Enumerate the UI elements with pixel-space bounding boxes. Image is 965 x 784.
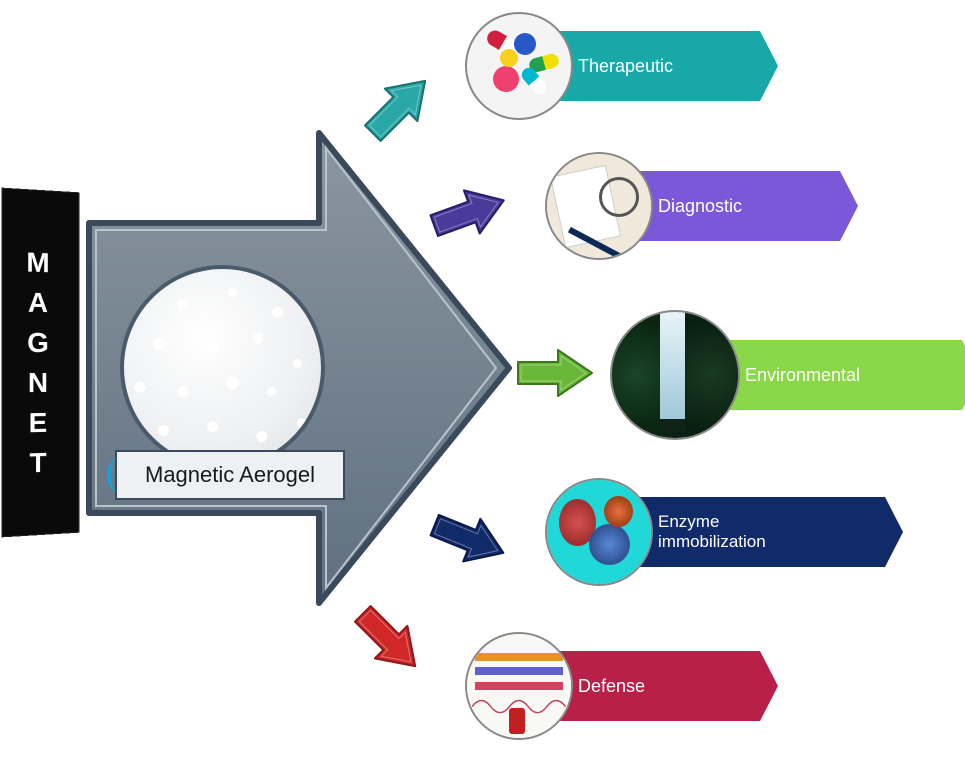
- magnet-label: MAGNET: [26, 242, 55, 483]
- aerogel-label: Magnetic Aerogel: [115, 450, 345, 500]
- app-image-enzyme: [545, 478, 653, 586]
- app-image-environmental: [610, 310, 740, 440]
- app-item-therapeutic: Therapeutic: [465, 12, 778, 120]
- arrow-defense: [344, 595, 435, 686]
- app-image-diagnostic: [545, 152, 653, 260]
- aerogel-texture: [124, 269, 321, 466]
- app-item-defense: Defense: [465, 632, 778, 740]
- app-image-therapeutic: [465, 12, 573, 120]
- aerogel-circle: [120, 265, 325, 470]
- app-label-enzyme: Enzymeimmobilization: [613, 497, 903, 567]
- app-item-diagnostic: Diagnostic: [545, 152, 858, 260]
- magnet-block: MAGNET: [2, 188, 80, 538]
- aerogel-label-text: Magnetic Aerogel: [145, 462, 315, 488]
- app-item-enzyme: Enzymeimmobilization: [545, 478, 903, 586]
- arrow-environmental: [516, 348, 594, 398]
- app-item-environmental: Environmental: [610, 310, 965, 440]
- app-image-defense: [465, 632, 573, 740]
- diagram-canvas: MAGNET Magnetic Aerogel: [0, 0, 965, 784]
